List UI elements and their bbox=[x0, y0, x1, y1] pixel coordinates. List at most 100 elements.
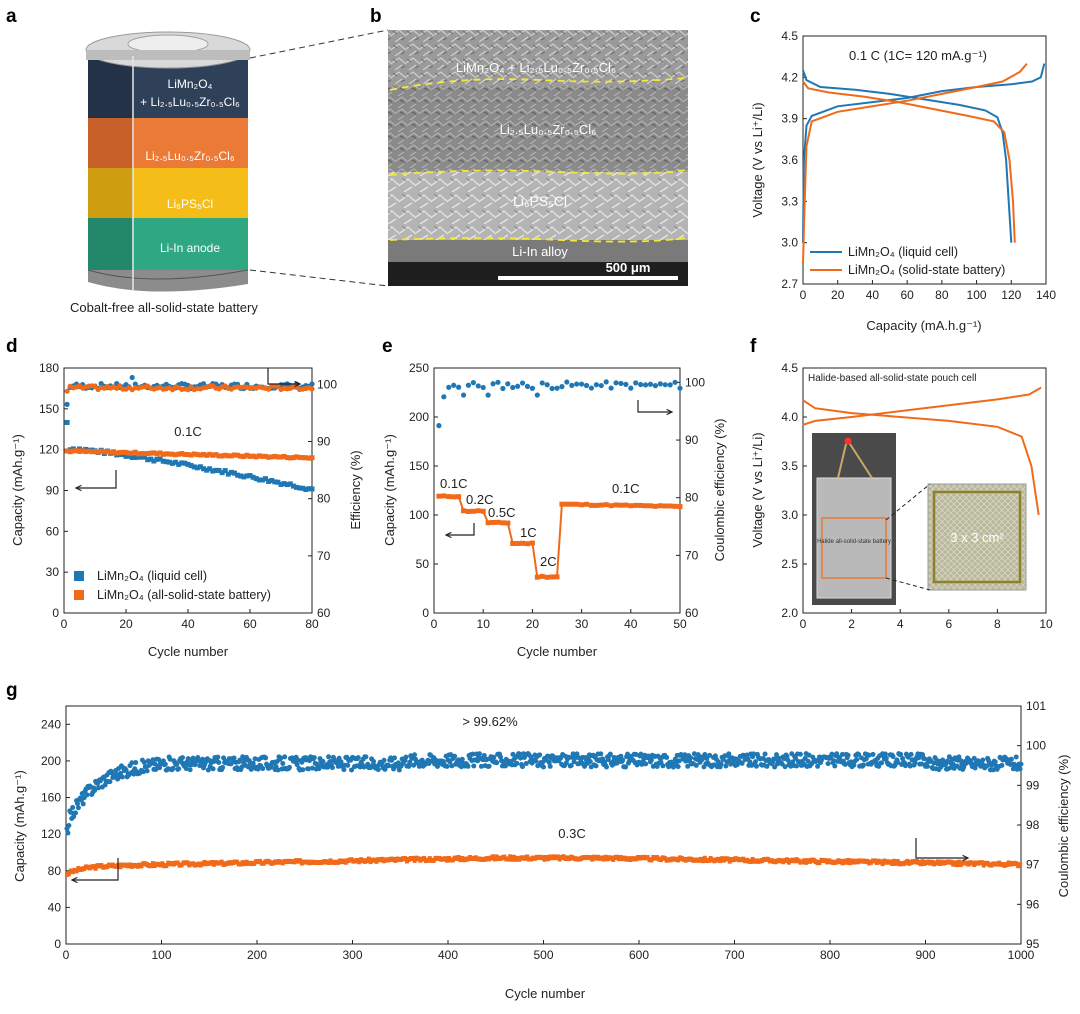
chart-d-capacity-point bbox=[219, 470, 225, 476]
chart-e-capacity-point bbox=[495, 519, 501, 525]
chart-e-capacity-point bbox=[441, 493, 447, 499]
chart-g-efficiency-point bbox=[278, 755, 284, 761]
panel-label-f: f bbox=[750, 336, 757, 357]
chart-g-efficiency-point bbox=[718, 761, 724, 767]
chart-d-capacity-point bbox=[182, 451, 188, 457]
chart-g-efficiency-point bbox=[375, 767, 381, 773]
chart-e-capacity-point bbox=[446, 494, 452, 500]
chart-e-capacity-point bbox=[544, 574, 550, 580]
chart-g-xtick-label: 500 bbox=[533, 948, 553, 962]
chart-f-ytick-label: 3.0 bbox=[781, 508, 798, 522]
chart-e-capacity-point bbox=[510, 540, 516, 546]
chart-g-efficiency-point bbox=[774, 752, 780, 758]
chart-c: 0 20 40 60 80 100 120 140 2.7 3.0 3.3 3.6 3.9 4.2 4.5 0… bbox=[750, 29, 1056, 333]
chart-e-rate-label-3: 1C bbox=[520, 525, 537, 540]
chart-e-y2tick-label: 100 bbox=[685, 375, 705, 389]
panel-label-e: e bbox=[382, 336, 393, 357]
chart-d-capacity-point bbox=[173, 459, 179, 465]
chart-g-efficiency-point bbox=[762, 751, 768, 757]
chart-g-efficiency-point bbox=[919, 761, 925, 767]
chart-g-efficiency-point bbox=[776, 755, 782, 761]
chart-g-efficiency-point bbox=[702, 751, 708, 757]
chart-c-ytick-label: 4.5 bbox=[781, 29, 798, 43]
chart-g-efficiency-point bbox=[842, 761, 848, 767]
chart-e-xtick-label: 30 bbox=[575, 617, 589, 631]
chart-d-capacity-point bbox=[207, 466, 213, 472]
chart-g-efficiency-point bbox=[618, 753, 624, 759]
chart-d-capacity-point bbox=[120, 449, 126, 455]
chart-g-efficiency-point bbox=[470, 751, 476, 757]
chart-g-xtick-label: 200 bbox=[247, 948, 267, 962]
chart-d-capacity-point bbox=[253, 476, 259, 482]
chart-c-xtick-label: 0 bbox=[800, 288, 807, 302]
chart-g-efficiency-point bbox=[411, 762, 417, 768]
chart-g-efficiency-point bbox=[316, 766, 322, 772]
pouch-tabs bbox=[837, 443, 873, 479]
chart-d-xtick-label: 0 bbox=[61, 617, 68, 631]
chart-c-series-0-discharge bbox=[802, 70, 1013, 243]
chart-g-efficiency-point bbox=[486, 763, 492, 769]
chart-g-efficiency-point bbox=[176, 766, 182, 772]
chart-g-efficiency-point bbox=[902, 763, 908, 769]
chart-e-capacity-point bbox=[657, 503, 663, 509]
chart-g-efficiency-point bbox=[260, 766, 266, 772]
chart-d-xtick-label: 20 bbox=[119, 617, 133, 631]
chart-d-capacity-point bbox=[185, 452, 191, 458]
chart-f-xtick-label: 4 bbox=[897, 617, 904, 631]
chart-d-capacity-point bbox=[225, 453, 231, 459]
chart-e-capacity-point bbox=[520, 540, 526, 546]
chart-g-efficiency-point bbox=[157, 765, 163, 771]
chart-e-capacity-point bbox=[584, 501, 590, 507]
chart-d-capacity-point bbox=[204, 452, 210, 458]
chart-g-y2label: Coulombic efficiency (%) bbox=[1056, 755, 1071, 898]
chart-g-efficiency-point bbox=[523, 761, 529, 767]
chart-d-y2tick-label: 60 bbox=[317, 606, 331, 620]
chart-g-efficiency-point bbox=[107, 779, 113, 785]
chart-d-capacity-point bbox=[73, 448, 79, 454]
chart-d-capacity-point bbox=[145, 457, 151, 463]
chart-g-efficiency-point bbox=[392, 755, 398, 761]
chart-d-ytick-label: 180 bbox=[39, 361, 59, 375]
chart-c-xtick-label: 120 bbox=[1001, 288, 1021, 302]
chart-g-ytick-label: 240 bbox=[41, 717, 61, 731]
scalebar-label: 500 μm bbox=[606, 260, 651, 275]
pouch-cell bbox=[816, 477, 892, 599]
chart-f-discharge-curve bbox=[802, 399, 1040, 516]
chart-g: 0 100 200 300 400 500 600 700 800 900 1000 0 40 80 120… bbox=[12, 699, 1071, 1001]
chart-g-efficiency-point bbox=[571, 759, 577, 765]
chart-g-efficiency-point bbox=[102, 782, 108, 788]
chart-d-capacity-point bbox=[266, 454, 272, 460]
chart-d-capacity-point bbox=[284, 455, 290, 461]
chart-d-capacity-point bbox=[64, 448, 70, 454]
chart-d-capacity-point bbox=[126, 453, 132, 459]
chart-d-capacity-point bbox=[83, 449, 89, 455]
chart-g-efficiency-point bbox=[92, 787, 98, 793]
chart-g-annotation-mid: 0.3C bbox=[558, 826, 585, 841]
chart-g-efficiency-point bbox=[517, 751, 523, 757]
chart-g-efficiency-point bbox=[879, 760, 885, 766]
chart-g-efficiency-point bbox=[215, 754, 221, 760]
chart-e-capacity-point bbox=[490, 519, 496, 525]
chart-d-xlabel: Cycle number bbox=[148, 644, 229, 659]
chart-d-capacity-point bbox=[222, 452, 228, 458]
chart-d-capacity-point bbox=[117, 450, 123, 456]
chart-g-efficiency-point bbox=[660, 763, 666, 769]
chart-e-efficiency-point bbox=[456, 384, 462, 390]
chart-d-capacity-point bbox=[263, 476, 268, 482]
chart-d-capacity-point bbox=[194, 452, 200, 458]
chart-c-xtick-label: 60 bbox=[900, 288, 914, 302]
chart-g-ytick-label: 160 bbox=[41, 791, 61, 805]
chart-g-efficiency-point bbox=[723, 763, 729, 769]
chart-g-efficiency-point bbox=[65, 830, 71, 836]
chart-e-ylabel: Capacity (mAh.g⁻¹) bbox=[382, 434, 397, 546]
chart-g-efficiency-point bbox=[185, 756, 191, 762]
layer-label-anode: Li-In anode bbox=[160, 241, 220, 255]
chart-e-capacity-point bbox=[603, 502, 609, 508]
chart-d-capacity-point bbox=[160, 451, 166, 457]
chart-e-capacity-point bbox=[662, 503, 668, 509]
chart-g-efficiency-point bbox=[119, 774, 125, 780]
sem-label-3: Li₆PS₅Cl bbox=[513, 193, 567, 209]
panel-label-b: b bbox=[370, 6, 382, 27]
chart-d-efficiency-point bbox=[64, 401, 70, 407]
chart-g-efficiency-point bbox=[123, 767, 129, 773]
